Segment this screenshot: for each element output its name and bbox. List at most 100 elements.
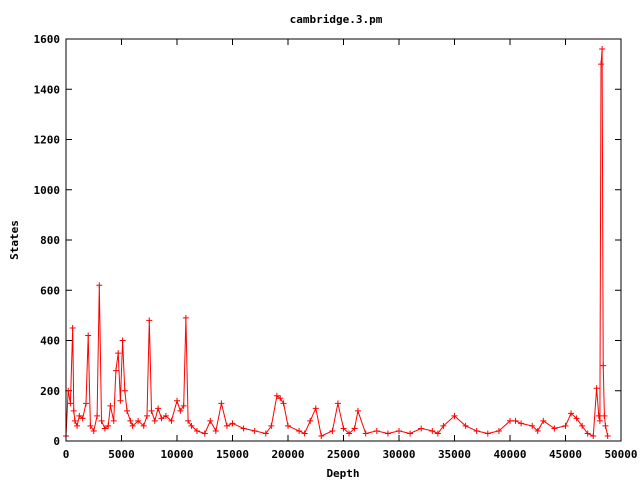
data-point [207, 417, 214, 424]
data-point [599, 46, 606, 53]
data-point [273, 392, 280, 399]
data-point [193, 427, 200, 434]
data-point [600, 362, 607, 369]
data-point [301, 430, 308, 437]
data-point [579, 422, 586, 429]
data-point [346, 430, 353, 437]
data-point [110, 417, 117, 424]
x-tick-label: 35000 [438, 448, 471, 461]
data-point [96, 282, 103, 289]
data-point [373, 427, 380, 434]
data-point [407, 430, 414, 437]
x-tick-label: 45000 [549, 448, 582, 461]
data-point [151, 417, 158, 424]
y-tick-label: 0 [53, 435, 60, 448]
data-point [67, 400, 74, 407]
data-point [562, 422, 569, 429]
data-point [115, 350, 122, 357]
data-point [180, 402, 187, 409]
y-tick-label: 200 [40, 385, 60, 398]
x-tick-label: 5000 [108, 448, 135, 461]
data-point [144, 412, 151, 419]
data-point [529, 422, 536, 429]
data-point [598, 61, 605, 68]
x-tick-label: 15000 [216, 448, 249, 461]
data-point [129, 422, 136, 429]
data-point [451, 412, 458, 419]
data-point [434, 430, 441, 437]
data-point [440, 422, 447, 429]
y-tick-label: 1400 [34, 83, 61, 96]
data-point [146, 317, 153, 324]
data-point [534, 427, 541, 434]
data-point [112, 367, 119, 374]
data-point [602, 422, 609, 429]
data-point [285, 422, 291, 429]
data-point [318, 432, 325, 439]
data-point [251, 427, 258, 434]
data-point [71, 417, 78, 424]
data-point [551, 425, 558, 432]
data-point [90, 427, 97, 434]
data-point [473, 427, 480, 434]
data-point [280, 400, 287, 407]
y-tick-label: 800 [40, 234, 60, 247]
y-tick-label: 1000 [34, 184, 61, 197]
data-point [117, 397, 124, 404]
data-point [185, 417, 192, 424]
data-point [140, 422, 147, 429]
data-point [429, 427, 436, 434]
data-point [540, 417, 547, 424]
data-point [76, 412, 83, 419]
data-point [105, 422, 112, 429]
data-point [182, 314, 189, 321]
data-point [229, 420, 236, 427]
data-point [85, 332, 92, 339]
data-point [307, 417, 314, 424]
data-point [188, 422, 195, 429]
data-point [590, 432, 597, 439]
data-point [512, 417, 519, 424]
data-point [329, 427, 336, 434]
data-point [74, 422, 81, 429]
y-tick-label: 1600 [34, 33, 61, 46]
data-point [82, 400, 89, 407]
x-tick-label: 40000 [493, 448, 526, 461]
y-axis-label: States [8, 220, 21, 260]
x-tick-label: 50000 [604, 448, 637, 461]
data-point [584, 430, 591, 437]
data-point [334, 400, 341, 407]
y-tick-label: 600 [40, 284, 60, 297]
x-tick-label: 30000 [382, 448, 415, 461]
x-tick-label: 20000 [271, 448, 304, 461]
data-point [174, 397, 180, 404]
data-point [396, 427, 402, 434]
data-point [101, 425, 108, 432]
data-point [568, 410, 575, 417]
data-point [212, 427, 219, 434]
data-point [121, 387, 128, 394]
data-point [79, 415, 86, 422]
data-point [148, 407, 155, 414]
data-point [596, 417, 603, 424]
data-point [119, 337, 126, 344]
series-states [63, 46, 611, 439]
chart-title: cambridge.3.pm [290, 13, 383, 26]
y-tick-label: 1200 [34, 134, 61, 147]
series-line [65, 49, 609, 437]
x-axis-label: Depth [326, 467, 359, 480]
data-point [601, 412, 608, 419]
data-point [223, 422, 230, 429]
x-tick-label: 25000 [327, 448, 360, 461]
data-point [384, 430, 391, 437]
data-point [218, 400, 225, 407]
data-point [462, 422, 469, 429]
data-point [340, 425, 347, 432]
data-point [168, 417, 175, 424]
data-point [135, 417, 142, 424]
data-point [312, 405, 319, 412]
data-point [484, 430, 491, 437]
data-point [107, 402, 114, 409]
